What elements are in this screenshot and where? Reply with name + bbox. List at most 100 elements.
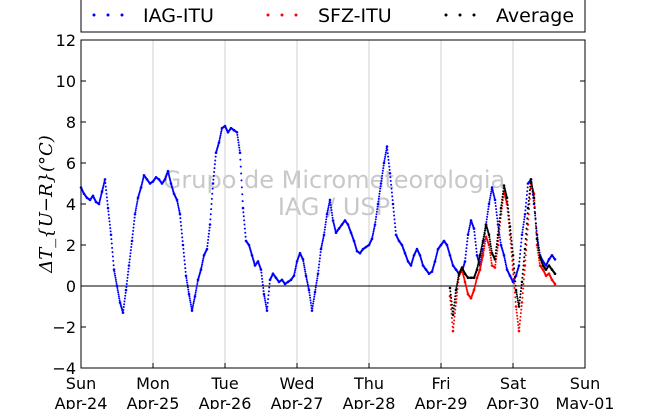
data-point-interp [511,259,514,262]
data-point-interp [264,299,267,302]
data-point-interp [525,227,528,230]
data-point-interp [504,189,507,192]
data-point [508,225,512,228]
data-point-interp [321,242,324,245]
data-point-interp [322,237,325,240]
data-point-interp [465,247,468,250]
data-point-interp [239,165,242,168]
data-point-interp [293,272,296,275]
data-point-interp [240,179,243,182]
data-point-interp [524,259,527,262]
data-point [124,288,128,292]
data-point-interp [133,219,136,222]
data-point-interp [379,187,382,190]
data-point [523,247,527,251]
data-point-interp [116,287,119,290]
data-point [493,266,497,269]
legend-marker [472,13,476,17]
data-point [241,206,245,210]
data-point [259,268,263,271]
data-point-interp [490,190,493,193]
data-point-interp [537,249,540,252]
data-point-interp [184,267,187,270]
data-point-interp [118,299,121,302]
data-point-interp [495,246,498,249]
data-point [502,253,506,257]
data-point-interp [392,206,395,209]
data-point-interp [474,281,477,284]
data-point-interp [325,215,328,218]
data-point-interp [434,258,437,261]
data-point-interp [480,259,483,262]
data-point-interp [495,214,498,217]
data-point-interp [187,288,190,291]
data-point [481,239,485,243]
watermark: Grupo de Micrometeorologia IAG / USP [163,166,505,221]
data-point-interp [451,321,454,324]
data-point-interp [117,295,120,298]
data-point-interp [306,280,309,283]
data-point-interp [210,203,213,205]
data-point-interp [513,282,516,285]
data-point-interp [494,205,497,208]
data-point-interp [113,272,116,275]
data-point-interp [522,226,525,229]
data-point-interp [99,196,102,199]
data-point-interp [106,203,109,206]
data-point-interp [109,230,112,233]
data-point-interp [167,173,170,176]
data-point-interp [237,141,240,144]
data-point-interp [314,286,317,289]
data-point-interp [141,180,144,183]
data-point-interp [488,246,491,249]
data-point-interp [526,217,529,220]
data-point-interp [308,291,311,294]
data-point-interp [124,291,127,294]
data-point-interp [176,200,179,203]
data-point-interp [131,236,134,239]
data-point-interp [108,220,111,223]
data-point-interp [488,198,491,201]
data-point-interp [177,207,180,210]
data-point-interp [331,216,334,219]
x-tick-date: Apr-26 [199,394,252,409]
data-point-interp [524,242,527,245]
data-point-interp [486,215,489,218]
data-point-interp [314,288,317,291]
data-point-interp [101,189,104,192]
data-point-interp [504,192,507,195]
data-point-interp [498,220,501,223]
data-point-interp [381,174,384,177]
data-point-interp [501,195,504,198]
data-point [511,253,515,257]
data-point-interp [140,185,143,188]
data-point [310,309,314,312]
data-point-interp [521,231,524,234]
data-point-interp [236,136,239,139]
data-point [514,305,518,308]
data-point-interp [530,180,533,183]
data-point-interp [494,263,497,266]
data-point-interp [479,266,482,269]
data-point-interp [241,200,244,203]
data-point-interp [483,231,486,234]
data-point-interp [316,277,319,280]
data-point [523,212,527,216]
data-point-interp [517,323,520,326]
data-point-interp [498,228,501,231]
data-point-interp [526,186,529,189]
data-point-interp [376,208,379,211]
data-point [211,182,215,185]
data-point-interp [450,297,453,300]
data-point-interp [495,211,498,214]
x-tick-date: Apr-24 [55,394,108,409]
data-point-interp [534,212,537,215]
data-point [385,145,389,148]
data-point [478,268,482,271]
y-axis-label: ΔT_{U−R}(°C) [36,135,57,274]
data-point-interp [195,285,198,287]
data-point-interp [213,167,216,170]
data-point [517,329,521,333]
data-point-interp [476,266,479,269]
data-point-interp [454,304,457,307]
